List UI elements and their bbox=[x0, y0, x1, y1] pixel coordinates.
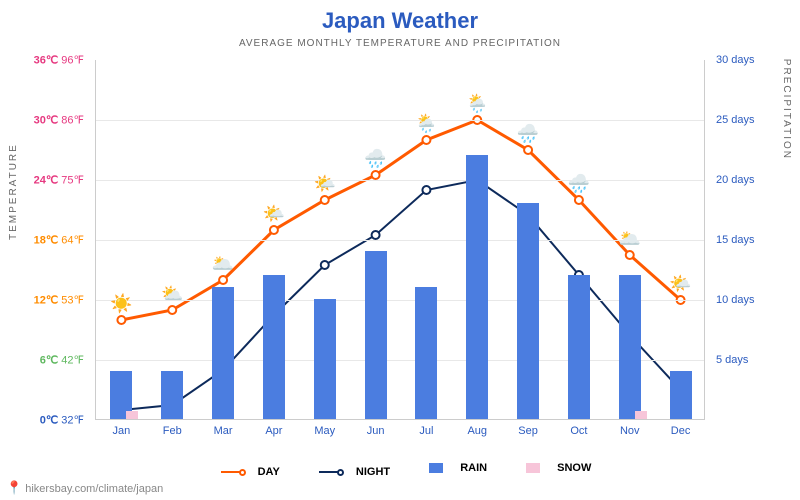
plot-area: 0℃ 32℉6℃ 42℉12℃ 53℉18℃ 64℉24℃ 75℉30℃ 86℉… bbox=[95, 60, 705, 420]
attribution: 📍 hikersbay.com/climate/japan bbox=[6, 480, 163, 496]
legend-night: NIGHT bbox=[307, 466, 390, 478]
y-axis-label-left: TEMPERATURE bbox=[8, 143, 19, 240]
legend-day: DAY bbox=[209, 466, 280, 478]
chart-area: 0℃ 32℉6℃ 42℉12℃ 53℉18℃ 64℉24℃ 75℉30℃ 86℉… bbox=[95, 60, 705, 420]
legend-snow: SNOW bbox=[514, 462, 591, 474]
legend-rain: RAIN bbox=[417, 462, 487, 474]
pin-icon: 📍 bbox=[6, 480, 22, 495]
chart-title: Japan Weather bbox=[0, 0, 800, 34]
y-axis-label-right: PRECIPITATION bbox=[781, 59, 792, 160]
legend: DAY NIGHT RAIN SNOW bbox=[0, 462, 800, 478]
chart-subtitle: AVERAGE MONTHLY TEMPERATURE AND PRECIPIT… bbox=[0, 34, 800, 49]
